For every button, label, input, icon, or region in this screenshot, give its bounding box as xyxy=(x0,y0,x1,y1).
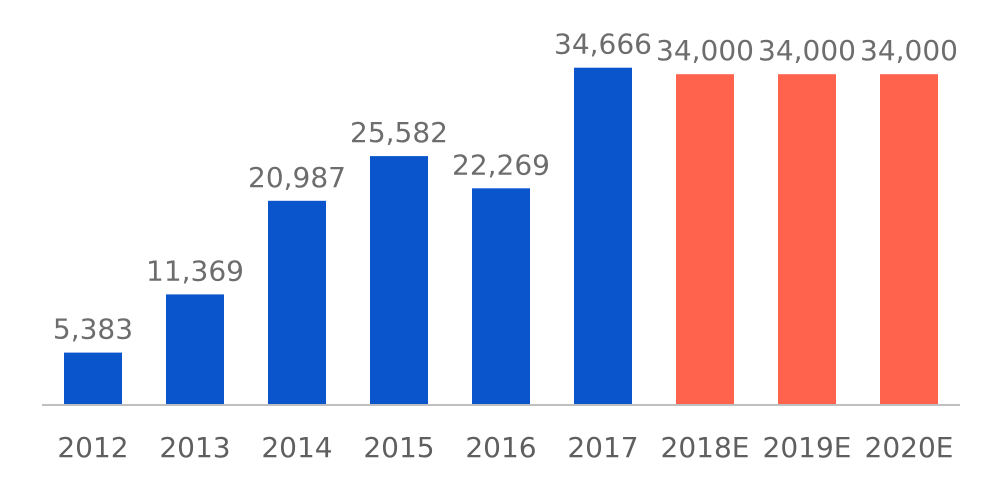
value-label-2015: 25,582 xyxy=(350,116,448,149)
bar-2020E xyxy=(880,74,938,405)
bar-2016 xyxy=(472,188,530,405)
value-label-2020E: 34,000 xyxy=(860,34,958,67)
x-tick-labels-group: 2012 2013 2014 2015 2016 2017 2018E 2019E 2020E xyxy=(57,431,953,464)
value-label-2014: 20,987 xyxy=(248,161,346,194)
bar-2015 xyxy=(370,156,428,405)
x-tick-label-2012: 2012 xyxy=(57,431,128,464)
bar-2019E xyxy=(778,74,836,405)
bar-2014 xyxy=(268,200,326,405)
bar-2018E xyxy=(676,74,734,405)
value-label-2018E: 34,000 xyxy=(656,34,754,67)
value-label-2016: 22,269 xyxy=(452,148,550,181)
x-tick-label-2015: 2015 xyxy=(363,431,434,464)
x-tick-label-2016: 2016 xyxy=(465,431,536,464)
value-label-2017: 34,666 xyxy=(554,28,652,61)
bars-group xyxy=(64,67,938,405)
value-label-2013: 11,369 xyxy=(146,254,244,287)
x-tick-label-2019E: 2019E xyxy=(763,431,852,464)
bar-2017 xyxy=(574,67,632,405)
value-label-2012: 5,383 xyxy=(53,313,133,346)
x-tick-label-2013: 2013 xyxy=(159,431,230,464)
bar-2013 xyxy=(166,294,224,405)
value-label-2019E: 34,000 xyxy=(758,34,856,67)
x-tick-label-2018E: 2018E xyxy=(661,431,750,464)
x-tick-label-2014: 2014 xyxy=(261,431,332,464)
x-tick-label-2017: 2017 xyxy=(567,431,638,464)
bar-2012 xyxy=(64,352,122,405)
x-tick-label-2020E: 2020E xyxy=(865,431,954,464)
